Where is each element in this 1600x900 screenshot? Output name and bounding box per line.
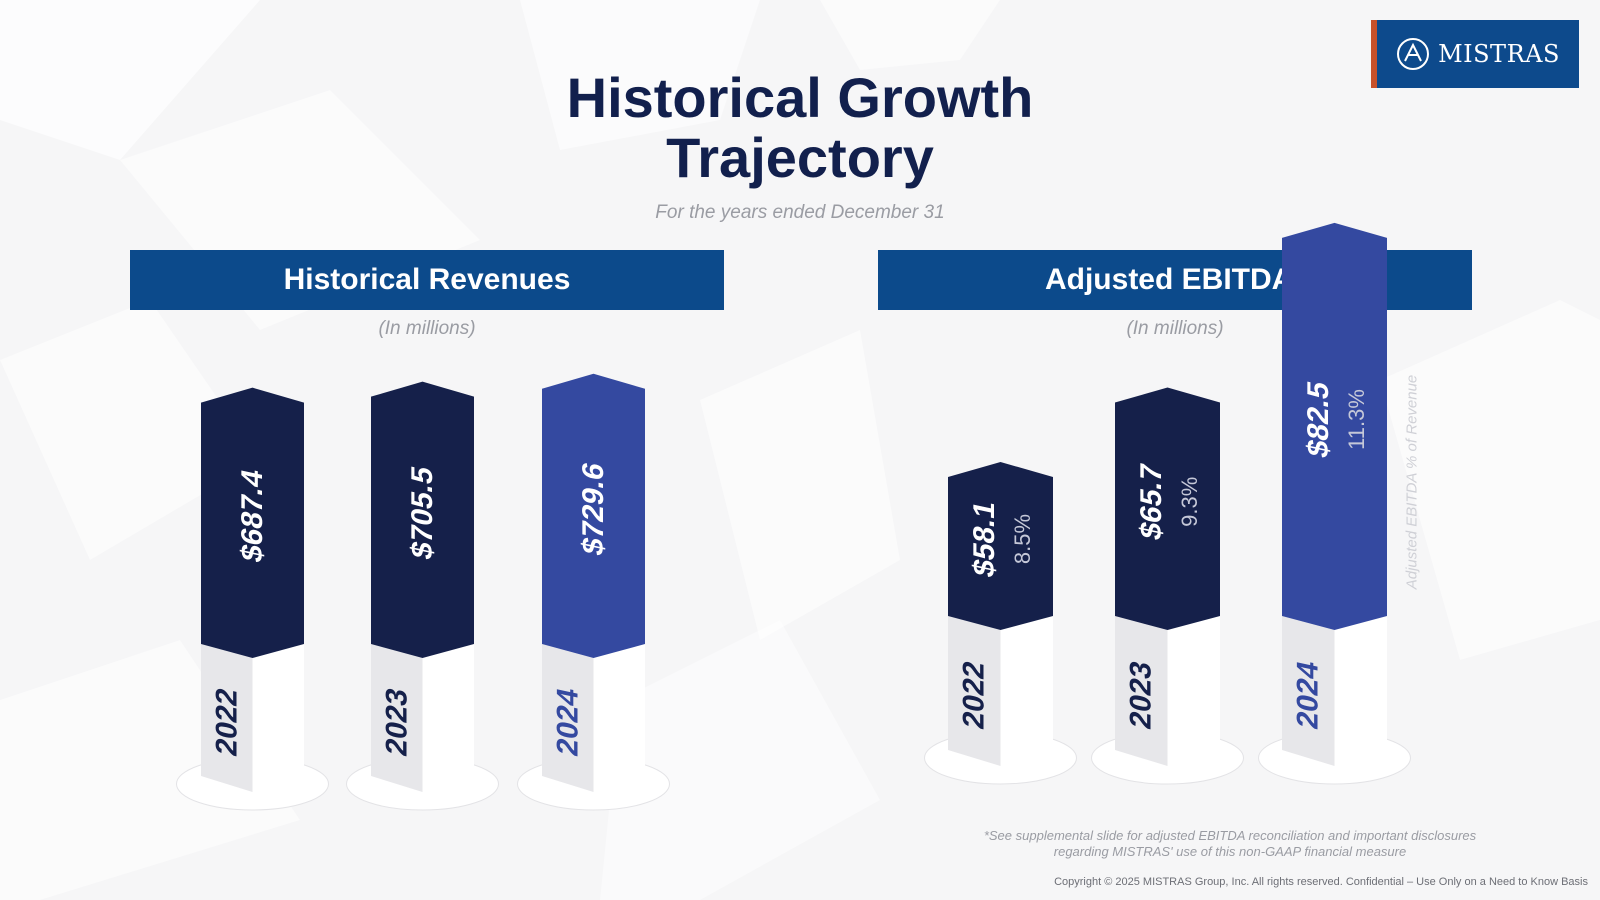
footnote-line-1: *See supplemental slide for adjusted EBI… <box>983 828 1477 843</box>
footnote-line-2: regarding MISTRAS' use of this non-GAAP … <box>1053 844 1407 859</box>
bar <box>1282 222 1387 630</box>
margin-axis-label: Adjusted EBITDA % of Revenue <box>1404 375 1421 591</box>
ebitda-units: (In millions) <box>1126 318 1224 339</box>
page-subtitle: For the years ended December 31 <box>655 202 945 223</box>
category-label: 2022 <box>211 685 244 759</box>
value-label: $82.5 <box>1302 378 1335 460</box>
bar <box>948 462 1053 630</box>
globe-icon <box>1397 38 1430 70</box>
bar-base-side <box>371 644 423 792</box>
revenues-units: (In millions) <box>378 318 476 339</box>
value-label: $687.4 <box>236 466 269 565</box>
category-label: 2024 <box>552 685 585 759</box>
copyright-text: Copyright © 2025 MISTRAS Group, Inc. All… <box>1054 876 1588 888</box>
value-label: $705.5 <box>406 463 439 562</box>
bar <box>371 381 474 658</box>
logo-wordmark: MISTRAS <box>1438 40 1560 68</box>
bar-base-side <box>542 644 594 792</box>
margin-label: 11.3% <box>1344 389 1369 450</box>
footnote: *See supplemental slide for adjusted EBI… <box>880 828 1580 860</box>
margin-label: 8.5% <box>1010 514 1035 564</box>
category-label: 2023 <box>381 685 414 759</box>
bar-base-side <box>1115 616 1168 766</box>
revenues-header: Historical Revenues <box>130 250 724 310</box>
bar-base-side <box>201 644 253 792</box>
revenues-chart: $687.4 2022 $705.5 2023 $729.6 2024 <box>176 373 670 811</box>
title-line-1: Historical Growth <box>566 66 1034 129</box>
value-label: $729.6 <box>577 460 610 559</box>
margin-label: 9.3% <box>1177 477 1202 527</box>
mistras-logo: MISTRAS <box>1371 20 1579 88</box>
value-label: $65.7 <box>1135 461 1168 543</box>
category-label: 2024 <box>1292 658 1325 732</box>
bar-base-side <box>1282 616 1335 766</box>
bar <box>542 373 645 658</box>
bar-base-side <box>948 616 1001 766</box>
page-title: Historical Growth Trajectory <box>0 68 1600 188</box>
title-line-2: Trajectory <box>666 126 934 189</box>
value-label: $58.1 <box>968 498 1001 580</box>
bar <box>1115 387 1220 630</box>
category-label: 2022 <box>958 658 991 732</box>
category-label: 2023 <box>1125 658 1158 732</box>
ebitda-chart: $58.1 8.5% 2022 $65.7 9.3% 2023 $82.5 11.3% 2024… <box>924 222 1421 785</box>
bar <box>201 387 304 658</box>
